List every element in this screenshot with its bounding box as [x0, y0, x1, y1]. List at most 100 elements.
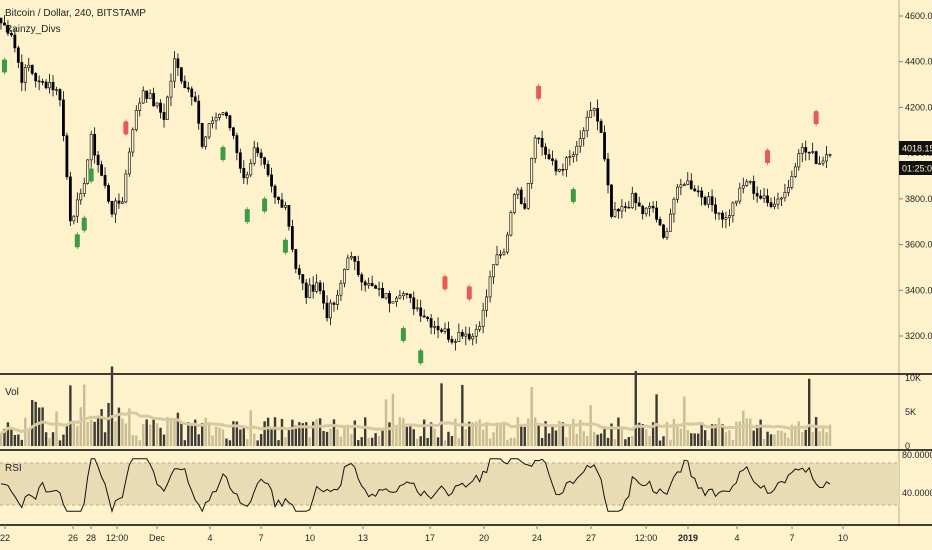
volume-bar	[20, 439, 24, 446]
volume-bar	[471, 422, 474, 446]
time-tick-label: 17	[425, 533, 435, 543]
candle-body	[231, 127, 235, 136]
volume-pane-label[interactable]: Vol	[5, 387, 19, 398]
volume-bar	[558, 420, 561, 446]
indicator-name[interactable]: Rainzy_Divs	[5, 24, 61, 35]
volume-bar	[509, 437, 513, 446]
volume-bar	[117, 407, 121, 446]
volume-tick-label: 5K	[905, 407, 916, 417]
volume-bar	[93, 421, 96, 446]
volume-bar	[582, 431, 585, 446]
price-axis-panel[interactable]	[899, 0, 932, 550]
candle-body	[447, 328, 450, 340]
candle-body	[318, 282, 322, 292]
volume-bar	[547, 433, 551, 446]
candle-body	[422, 315, 426, 318]
volume-bar	[253, 433, 256, 446]
volume-axis-ticks: 10K 5K 0	[905, 373, 921, 451]
candle-body	[731, 202, 735, 216]
time-tick-label: 28	[86, 533, 96, 543]
candle-body	[436, 325, 440, 331]
volume-bar	[783, 432, 787, 446]
candle-body	[762, 195, 766, 199]
volume-bar	[114, 421, 117, 446]
volume-bar	[752, 430, 755, 446]
candle-body	[464, 333, 468, 337]
candle-body	[315, 282, 319, 292]
symbol-title[interactable]: Bitcoin / Dollar, 240, BITSTAMP	[5, 8, 146, 19]
candle-body	[533, 137, 537, 159]
volume-bar	[228, 440, 232, 446]
candle-body	[710, 196, 714, 206]
candle-body	[547, 154, 551, 160]
candle-body	[582, 130, 586, 139]
volume-bar	[416, 438, 419, 446]
candle-body	[457, 331, 461, 343]
volume-bar	[214, 426, 218, 446]
candle-body	[349, 256, 353, 259]
rsi-pane-label[interactable]: RSI	[5, 463, 22, 474]
volume-bar	[353, 420, 356, 446]
volume-bar	[398, 417, 402, 446]
volume-bar	[332, 419, 336, 446]
rsi-band	[0, 463, 899, 505]
candle-body	[388, 293, 391, 304]
volume-bar	[585, 435, 589, 446]
candle-body	[27, 64, 31, 68]
volume-bar	[790, 424, 794, 446]
candle-body	[724, 217, 728, 220]
volume-bar	[738, 421, 742, 446]
candle-body	[606, 158, 610, 186]
candle-body	[263, 157, 267, 165]
volume-bar	[301, 423, 304, 446]
volume-bar	[731, 439, 735, 446]
candle-body	[114, 200, 117, 215]
volume-bar	[679, 428, 683, 446]
candle-body	[218, 114, 221, 118]
candle-body	[467, 333, 471, 340]
candle-body	[790, 176, 794, 188]
volume-bar	[499, 423, 502, 446]
candle-body	[519, 189, 523, 204]
time-tick-label: 26	[68, 533, 78, 543]
volume-bar	[638, 422, 641, 446]
candle-body	[780, 197, 783, 200]
volume-bar	[627, 437, 631, 446]
volume-bar	[575, 433, 578, 446]
candle-body	[665, 231, 669, 238]
candle-body	[200, 122, 204, 147]
volume-bar	[266, 417, 270, 446]
candle-body	[748, 181, 752, 183]
volume-bar	[37, 407, 41, 446]
volume-bar	[485, 422, 488, 446]
candle-body	[367, 283, 371, 286]
volume-bar	[69, 385, 72, 446]
rsi-tick-label: 80.0000	[902, 450, 932, 460]
candle-body	[138, 102, 142, 111]
volume-ma-line	[0, 411, 831, 435]
volume-bar	[461, 384, 464, 446]
candle-body	[603, 132, 606, 160]
candle-body	[672, 198, 676, 215]
candle-body	[512, 194, 516, 213]
candle-body	[284, 205, 287, 208]
candle-body	[277, 196, 280, 201]
volume-bar	[662, 436, 665, 446]
volume-bar	[343, 426, 346, 446]
volume-bar	[13, 434, 17, 446]
candle-body	[342, 269, 346, 284]
candle-body	[89, 133, 93, 161]
time-tick-label: 7	[789, 533, 794, 543]
price-tick-label: 4200.00	[905, 102, 932, 112]
time-tick-label: 10	[838, 533, 848, 543]
candle-body	[783, 192, 787, 199]
volume-bar	[159, 427, 162, 446]
candle-body	[776, 198, 780, 205]
candle-body	[412, 297, 416, 310]
candle-body	[662, 224, 665, 238]
volume-bar	[807, 378, 811, 446]
candle-body	[346, 257, 350, 270]
candle-body	[381, 288, 384, 299]
